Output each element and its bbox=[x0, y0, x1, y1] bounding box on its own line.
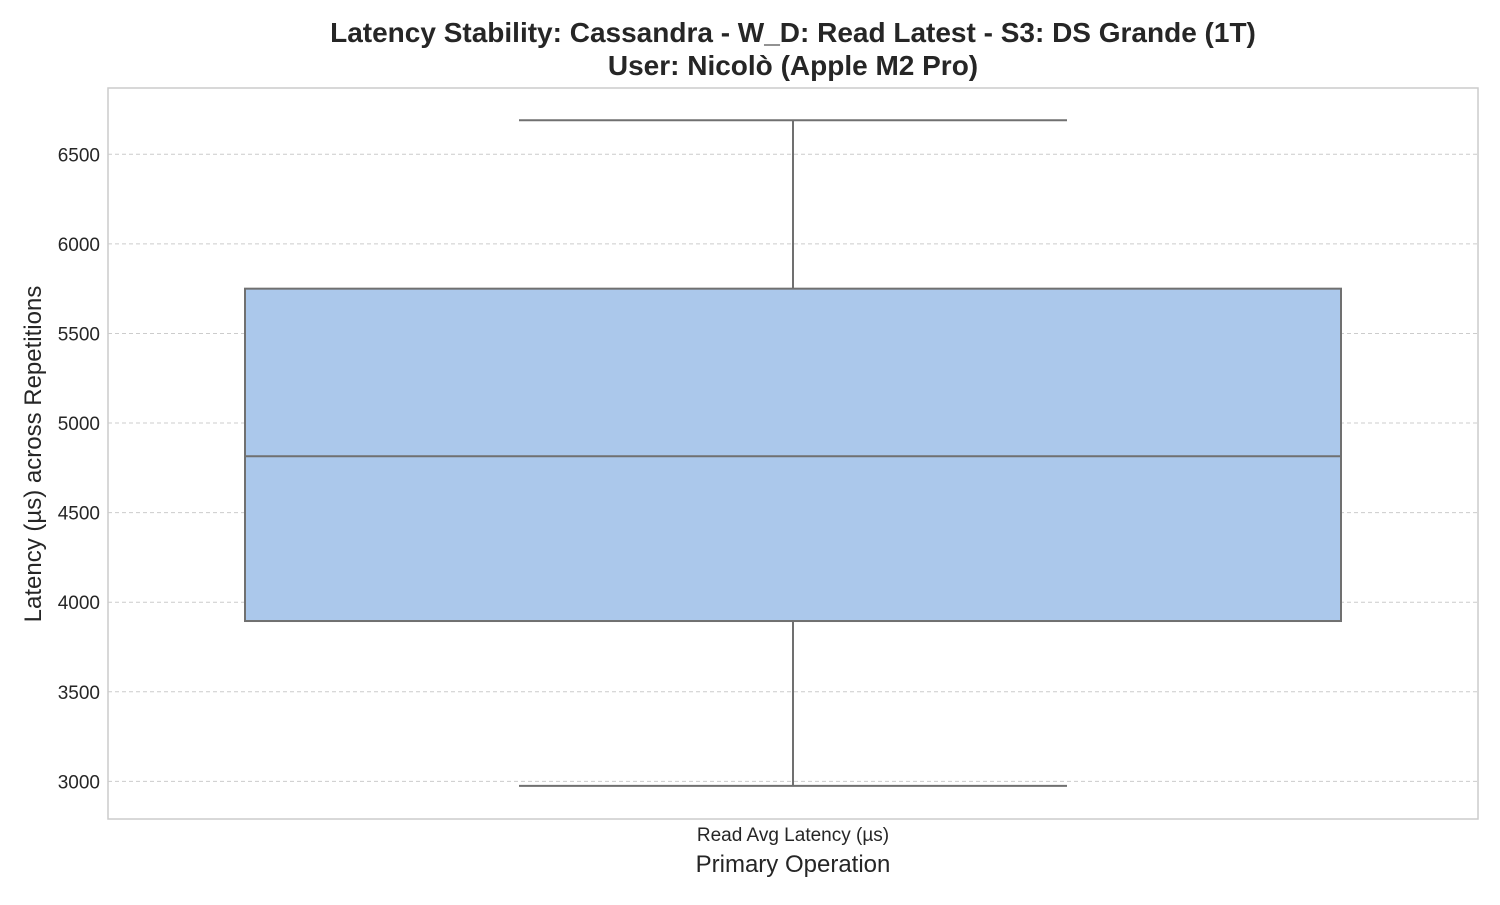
y-tick-labels: 3000 3500 4000 4500 5000 5500 6000 6500 bbox=[58, 145, 100, 793]
plot-frame bbox=[107, 87, 1479, 820]
y-tick-label: 5000 bbox=[58, 414, 100, 435]
y-tick-label: 3000 bbox=[58, 772, 100, 793]
x-axis-label: Primary Operation bbox=[696, 851, 891, 878]
y-tick-label: 6000 bbox=[58, 235, 100, 256]
y-tick-label: 6500 bbox=[58, 145, 100, 166]
y-tick-label: 3500 bbox=[58, 683, 100, 704]
y-tick-label: 4000 bbox=[58, 593, 100, 614]
y-tick-label: 5500 bbox=[58, 324, 100, 345]
boxes bbox=[244, 119, 1342, 787]
chart-title-line1: Latency Stability: Cassandra - W_D: Read… bbox=[330, 17, 1256, 48]
box-group bbox=[244, 119, 1342, 787]
x-tick-label: Read Avg Latency (µs) bbox=[697, 825, 889, 846]
y-tick-label: 4500 bbox=[58, 504, 100, 525]
x-tick-labels: Read Avg Latency (µs) bbox=[697, 825, 889, 846]
iqr-box bbox=[244, 287, 1342, 623]
y-axis-label: Latency (µs) across Repetitions bbox=[20, 286, 47, 623]
chart-title-line2: User: Nicolò (Apple M2 Pro) bbox=[608, 50, 978, 81]
